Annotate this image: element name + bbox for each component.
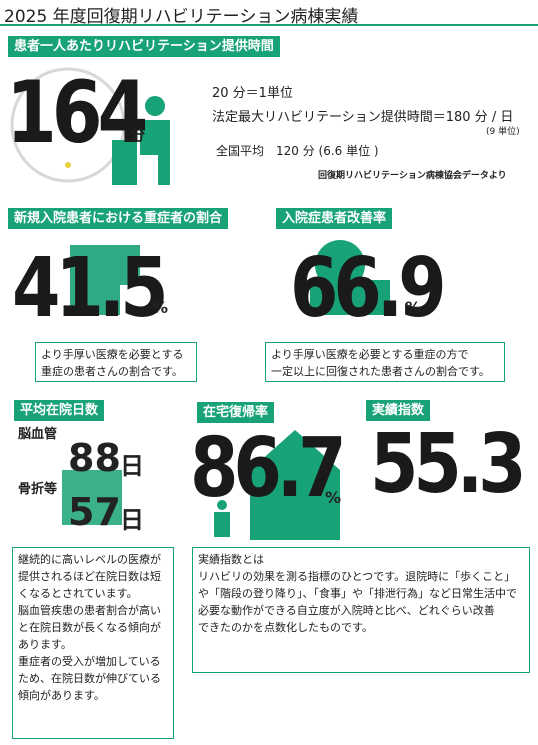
note-line: リハビリの効果を測る指標のひとつです。退院時に「歩くこと」 [198,570,516,583]
note: 全国平均 120 分 (6.6 単位 ) [216,144,379,158]
big-number: 41.5 [12,241,169,336]
big-number: 86.7 [190,421,347,516]
note-line: 継続的に高いレベルの医療が [18,553,161,566]
note-line: 重症の患者さんの割合です。 [41,365,183,378]
item-value: 88 [68,436,121,480]
note-line: できたのかを点数化したものです。 [198,621,373,634]
item-unit: 日 [120,452,144,480]
big-number: 164 [6,63,148,163]
note-line: 重症者の受入が増加している [18,655,161,668]
section-label: 入院症患者改善率 [276,208,393,229]
item-unit: 日 [120,506,144,534]
unit: % [152,298,169,317]
note-box: より手厚い医療を必要とする 重症の患者さんの割合です。 [35,342,197,382]
item-value: 57 [68,490,121,534]
note: 法定最大リハビリテーション提供時間＝180 分 / 日 [212,110,514,125]
note-line: と在院日数が長くなる傾向が [18,621,161,634]
unit: % [405,298,422,317]
note-line: 脳血管疾患の患者割合が高い [18,604,161,617]
item-name: 骨折等 [18,482,58,497]
note-box: 継続的に高いレベルの医療が 提供されるほど在院日数は短 くなるとされています。 … [12,547,174,739]
big-number: 55.3 [370,417,527,512]
note-line: ため、在院日数が伸びている [18,672,161,685]
unit: 分 [130,126,146,144]
section-label: 患者一人あたりリハビリテーション提供時間 [8,36,280,57]
section-label: 実績指数 [366,400,431,421]
unit: % [325,488,342,507]
source: 回復期リハビリテーション病棟協会データより [318,171,507,181]
note-line: 一定以上に回復された患者さんの割合です。 [271,365,490,378]
section-label: 在宅復帰率 [197,402,275,423]
section-label: 新規入院患者における重症者の割合 [8,208,229,229]
item-name: 脳血管 [18,427,58,442]
note-line: 必要な動作ができる自立度が入院時と比べ、どれぐらい改善 [198,604,495,617]
note-line: 実績指数とは [198,553,264,566]
note-box: より手厚い医療を必要とする重症の方で 一定以上に回復された患者さんの割合です。 [265,342,505,382]
note-line: くなるとされています。 [18,587,138,600]
big-number: 66.9 [290,241,447,336]
note-line: より手厚い医療を必要とする重症の方で [271,348,469,361]
note: (9 単位) [486,127,520,137]
note-line: 提供されるほど在院日数は短 [18,570,161,583]
note-line: あります。 [18,638,72,651]
note-line: より手厚い医療を必要とする [41,348,184,361]
title: 2025 年度回復期リハビリテーション病棟実績 [4,7,359,27]
note-line: 傾向があります。 [18,689,105,702]
note-line: や「階段の登り降り」、「食事」や「排泄行為」など日常生活中で [198,587,517,600]
note: 20 分＝1単位 [212,86,293,101]
note-box: 実績指数とは リハビリの効果を測る指標のひとつです。退院時に「歩くこと」 や「階… [192,547,530,673]
section-label: 平均在院日数 [14,400,105,421]
